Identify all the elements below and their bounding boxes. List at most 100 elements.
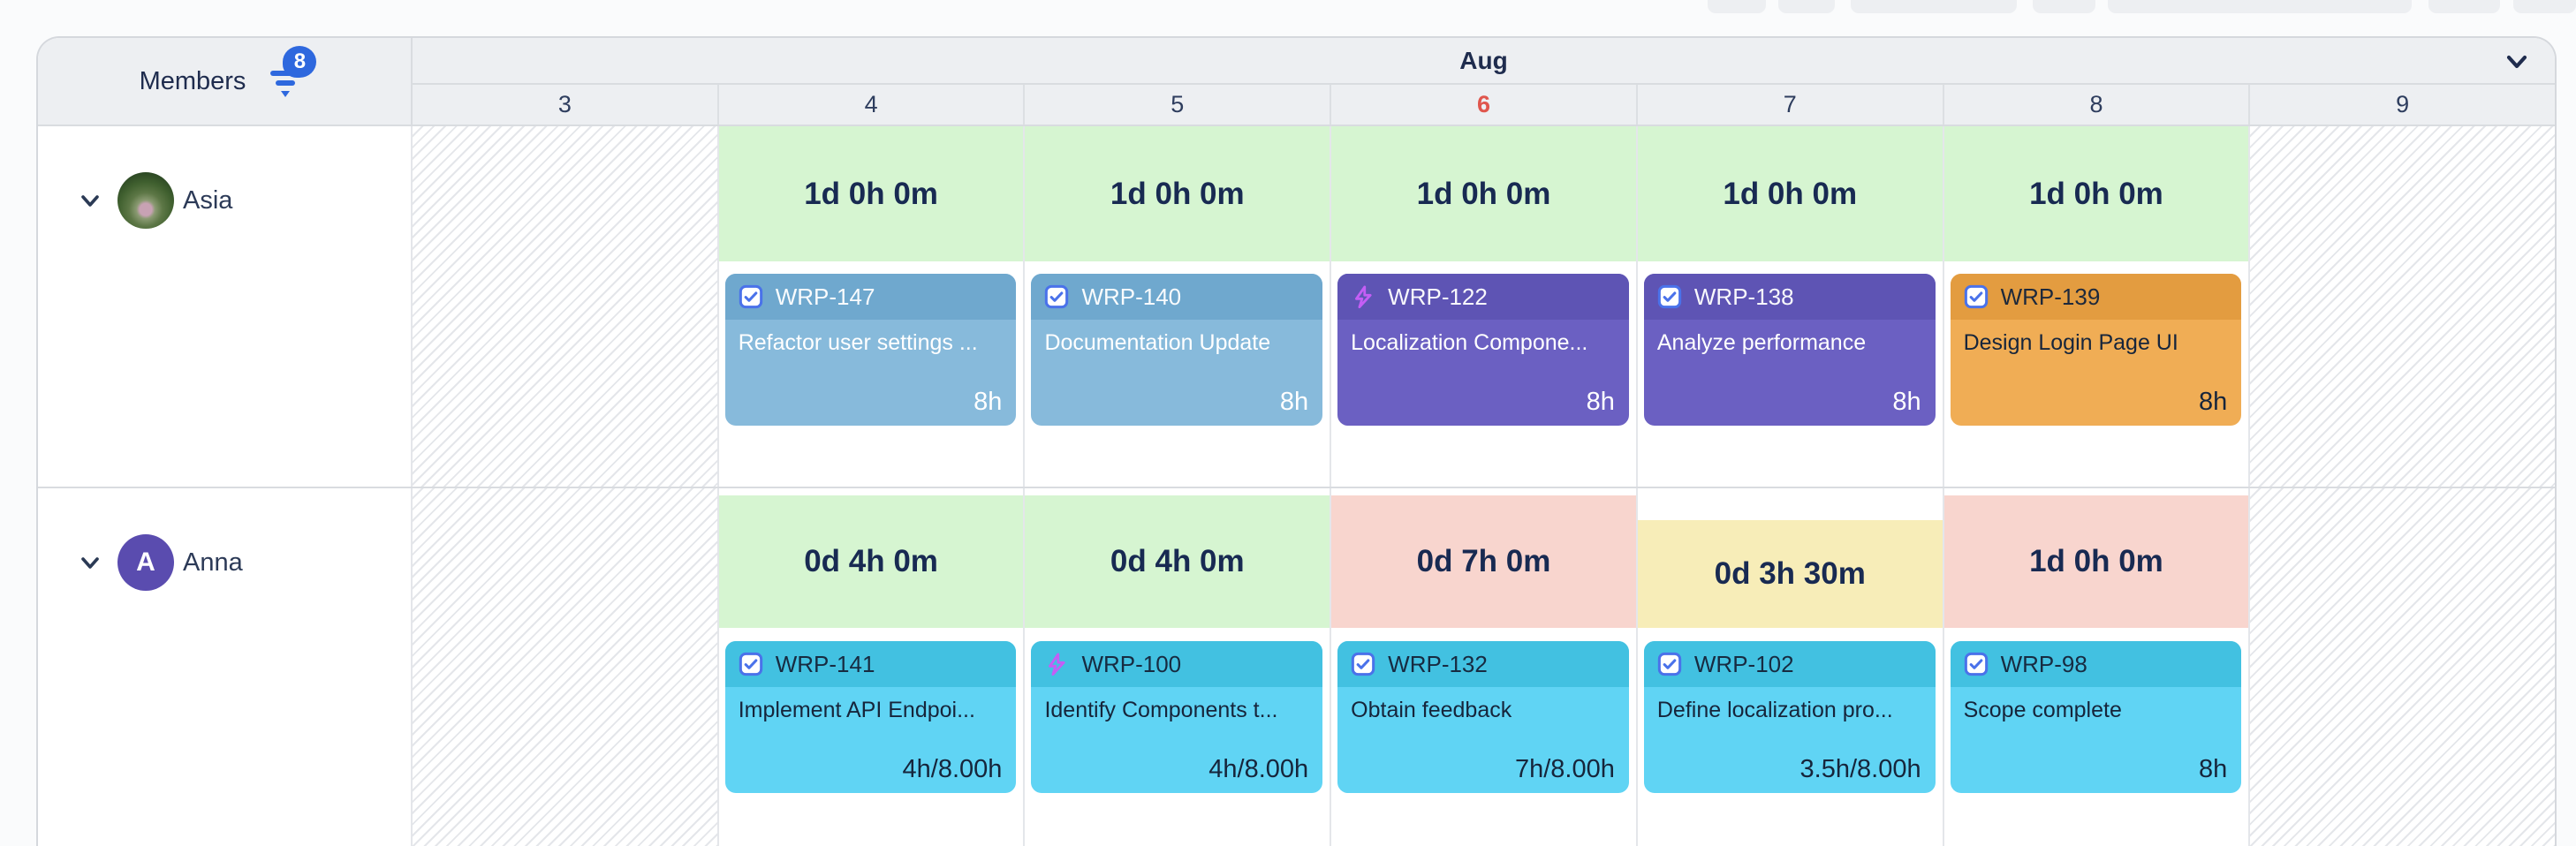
task-card-header: WRP-147 (724, 274, 1017, 320)
task-hours: 8h (974, 388, 1003, 416)
task-checkbox-icon[interactable] (1351, 652, 1375, 676)
filter-button[interactable]: 8 (269, 46, 317, 99)
task-card-header: WRP-98 (1950, 641, 2242, 687)
task-hours: 3.5h/8.00h (1799, 755, 1921, 783)
task-card-header: WRP-139 (1950, 274, 2242, 320)
member-row-asia: Asia 1d 0h 0m WRP-147 (38, 126, 2555, 487)
asia-days: 1d 0h 0m WRP-147 Refactor user settings … (413, 126, 2555, 487)
task-id: WRP-100 (1081, 650, 1182, 677)
task-title: Identify Components t... (1044, 698, 1278, 722)
capacity-cell: 0d 4h 0m (1025, 495, 1330, 628)
task-card[interactable]: WRP-100 Identify Components t... 4h/8.00… (1031, 641, 1323, 793)
task-card-header: WRP-140 (1031, 274, 1323, 320)
task-checkbox-icon[interactable] (739, 652, 763, 676)
capacity-cell: 1d 0h 0m (1025, 126, 1330, 261)
task-checkbox-icon[interactable] (1964, 284, 1989, 309)
task-card-header: WRP-122 (1337, 274, 1629, 320)
toolbar-button-partial[interactable] (2108, 0, 2412, 13)
member-cell-anna: A Anna (38, 488, 413, 846)
filter-count-badge: 8 (283, 46, 317, 78)
task-card[interactable]: WRP-132 Obtain feedback 7h/8.00h (1337, 641, 1629, 793)
toolbar-button-partial[interactable] (2033, 0, 2095, 13)
day-cell: 0d 4h 0m WRP-141 Implement API Endpoi...… (718, 488, 1026, 846)
avatar-anna: A (117, 534, 174, 591)
day-header-9: 9 (2396, 91, 2410, 117)
task-id: WRP-138 (1693, 283, 1794, 310)
toolbar-button-partial[interactable] (1708, 0, 1766, 13)
capacity-cell: 1d 0h 0m (1331, 126, 1636, 261)
day-off-cell (413, 488, 719, 846)
capacity-cell: 1d 0h 0m (718, 126, 1024, 261)
capacity-cell: 0d 4h 0m (718, 495, 1024, 628)
task-hours: 4h/8.00h (1208, 755, 1309, 783)
task-checkbox-icon[interactable] (1044, 284, 1069, 309)
task-hours: 8h (2199, 755, 2228, 783)
day-cell: 0d 4h 0m WRP-100 Identify Components t..… (1025, 488, 1332, 846)
task-checkbox-icon[interactable] (1657, 652, 1682, 676)
task-id: WRP-140 (1081, 283, 1182, 310)
task-id: WRP-141 (775, 650, 875, 677)
task-title: Refactor user settings ... (738, 330, 978, 355)
calendar-header: Aug 3 4 5 6 7 8 9 (413, 38, 2555, 126)
month-label: Aug (1459, 46, 1508, 74)
task-title: Scope complete (1963, 698, 2122, 722)
capacity-cell: 1d 0h 0m (1943, 126, 2249, 261)
day-cell: 1d 0h 0m WRP-139 Design Login Page UI 8h (1943, 126, 2251, 487)
collapse-chevron-icon[interactable] (2502, 48, 2532, 76)
task-card-header: WRP-141 (724, 641, 1017, 687)
toolbar-button-partial[interactable] (1778, 0, 1835, 13)
task-title: Documentation Update (1044, 330, 1271, 355)
task-hours: 8h (1279, 388, 1309, 416)
task-card[interactable]: WRP-139 Design Login Page UI 8h (1950, 274, 2242, 426)
members-header: Members 8 (38, 38, 413, 126)
day-cell: 1d 0h 0m WRP-147 Refactor user settings … (718, 126, 1026, 487)
task-card[interactable]: WRP-138 Analyze performance 8h (1643, 274, 1936, 426)
task-hours: 4h/8.00h (902, 755, 1003, 783)
workload-panel: Members 8 Aug 3 4 5 6 (36, 36, 2557, 846)
day-cell-today: 1d 0h 0m WRP-122 Localization Compone...… (1331, 126, 1638, 487)
task-title: Obtain feedback (1351, 698, 1512, 722)
task-card[interactable]: WRP-98 Scope complete 8h (1950, 641, 2242, 793)
task-card[interactable]: WRP-122 Localization Compone... 8h (1337, 274, 1629, 426)
toolbar-button-partial[interactable] (1851, 0, 2017, 13)
task-zap-icon (1049, 653, 1066, 676)
toolbar-button-partial[interactable] (2428, 0, 2500, 13)
task-hours: 8h (1892, 388, 1921, 416)
member-name: Asia (183, 185, 233, 215)
expand-chevron-icon[interactable] (77, 549, 103, 576)
day-off-cell (2250, 488, 2555, 846)
task-checkbox-icon[interactable] (1964, 652, 1989, 676)
task-title: Design Login Page UI (1963, 330, 2178, 355)
task-hours: 8h (1586, 388, 1615, 416)
day-cell: 1d 0h 0m WRP-138 Analyze performance 8h (1637, 126, 1944, 487)
members-title: Members (139, 66, 246, 95)
task-id: WRP-98 (2000, 650, 2087, 677)
avatar-asia (117, 172, 174, 229)
day-off-cell (2250, 126, 2555, 487)
task-card[interactable]: WRP-141 Implement API Endpoi... 4h/8.00h (724, 641, 1017, 793)
day-header-6-today: 6 (1331, 85, 1638, 125)
task-id: WRP-147 (775, 283, 875, 310)
task-card[interactable]: WRP-102 Define localization pro... 3.5h/… (1643, 641, 1936, 793)
task-checkbox-icon[interactable] (1657, 284, 1682, 309)
day-header-5: 5 (1025, 85, 1332, 125)
expand-chevron-icon[interactable] (77, 187, 103, 214)
month-band: Aug (413, 38, 2555, 85)
task-hours: 7h/8.00h (1514, 755, 1615, 783)
capacity-cell-overloaded: 1d 0h 0m (1943, 495, 2249, 628)
task-card[interactable]: WRP-147 Refactor user settings ... 8h (724, 274, 1017, 426)
day-header-3: 3 (413, 85, 719, 125)
day-cell: 0d 3h 30m WRP-102 Define localization pr… (1637, 488, 1944, 846)
task-card[interactable]: WRP-140 Documentation Update 8h (1031, 274, 1323, 426)
day-cell-today: 0d 7h 0m WRP-132 Obtain feedback 7h/8.00… (1331, 488, 1638, 846)
toolbar-button-partial[interactable] (2513, 0, 2576, 13)
task-id: WRP-132 (1388, 650, 1488, 677)
task-checkbox-icon[interactable] (739, 284, 763, 309)
member-name: Anna (183, 548, 243, 577)
panel-header: Members 8 Aug 3 4 5 6 (38, 38, 2555, 126)
task-title: Localization Compone... (1351, 330, 1588, 355)
day-off-cell (413, 126, 719, 487)
task-title: Define localization pro... (1656, 698, 1893, 722)
day-header-8: 8 (1944, 85, 2251, 125)
capacity-cell: 1d 0h 0m (1637, 126, 1943, 261)
